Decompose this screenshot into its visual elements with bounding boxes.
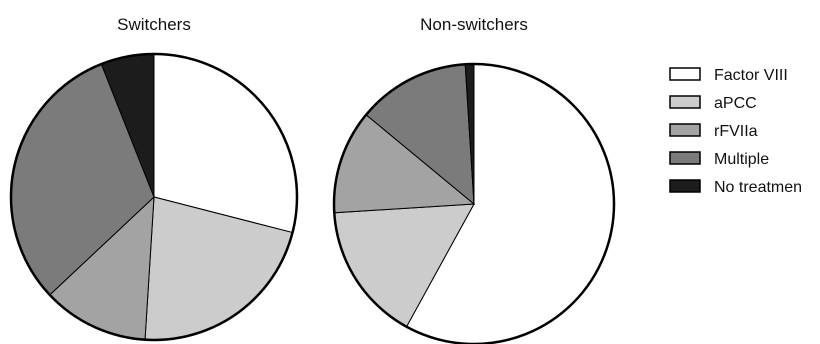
legend-swatch-no-treatment	[669, 179, 701, 193]
legend-item-no-treatment: No treatmen	[669, 179, 802, 196]
legend-swatch-factor-viii	[669, 67, 701, 81]
legend-label-factor-viii: Factor VIII	[714, 67, 788, 84]
legend-label-multiple: Multiple	[714, 151, 769, 168]
legend-item-factor-viii: Factor VIII	[669, 67, 788, 84]
legend: Factor VIII aPCC rFVIIa Multiple No trea…	[669, 67, 802, 196]
legend-swatch-rfviia	[669, 123, 701, 137]
non-switchers-pie-slices	[333, 63, 615, 344]
non-switchers-pie-chart: Non-switchers	[332, 15, 616, 344]
legend-swatch-apcc	[669, 95, 701, 109]
legend-item-rfviia: rFVIIa	[669, 123, 758, 140]
switchers-pie-outline	[9, 52, 299, 342]
legend-label-rfviia: rFVIIa	[714, 123, 758, 140]
legend-swatch-multiple	[669, 151, 701, 165]
legend-label-no-treatment: No treatmen	[714, 179, 802, 196]
legend-item-apcc: aPCC	[669, 95, 757, 112]
non-switchers-chart-title: Non-switchers	[420, 15, 528, 34]
switchers-pie-slices	[10, 53, 298, 341]
non-switchers-pie-outline	[332, 62, 616, 344]
legend-label-apcc: aPCC	[714, 95, 757, 112]
switchers-pie-chart: Switchers	[9, 15, 299, 342]
switchers-chart-title: Switchers	[117, 15, 191, 34]
legend-item-multiple: Multiple	[669, 151, 769, 168]
